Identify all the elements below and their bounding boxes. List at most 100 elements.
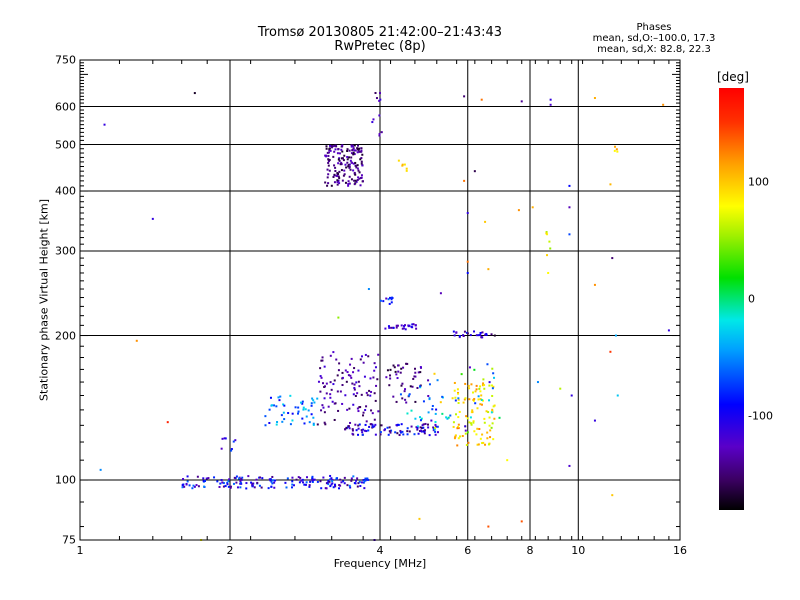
data-point — [333, 150, 336, 153]
data-point — [460, 373, 463, 376]
data-point — [299, 476, 302, 479]
data-point — [396, 377, 399, 380]
data-point — [329, 485, 332, 488]
data-point — [370, 390, 373, 393]
data-point — [373, 418, 376, 421]
data-point — [358, 171, 361, 174]
data-point — [316, 423, 319, 426]
data-point — [235, 475, 238, 478]
data-point — [336, 172, 339, 175]
data-point — [335, 174, 338, 177]
data-point — [419, 426, 422, 429]
data-point — [310, 402, 313, 405]
data-point — [271, 475, 274, 478]
data-point — [300, 401, 303, 404]
data-point — [467, 441, 470, 444]
data-point — [302, 481, 305, 484]
data-point — [433, 372, 436, 375]
data-point — [360, 160, 363, 163]
data-point — [419, 419, 422, 422]
data-point — [347, 374, 350, 377]
data-point — [221, 481, 224, 484]
data-point — [463, 398, 466, 401]
data-point — [321, 404, 324, 407]
data-point — [226, 481, 229, 484]
data-point — [436, 379, 439, 382]
data-point — [472, 420, 475, 423]
data-point — [418, 416, 421, 419]
data-point — [360, 157, 363, 160]
data-point — [360, 147, 363, 150]
data-point — [322, 476, 325, 479]
data-point — [186, 475, 189, 478]
data-point — [432, 426, 435, 429]
data-point — [373, 362, 376, 365]
data-point — [568, 206, 571, 209]
data-point — [411, 323, 414, 326]
data-point — [375, 384, 378, 387]
data-point — [297, 476, 300, 479]
data-point — [358, 423, 361, 426]
data-point — [311, 397, 314, 400]
data-point — [345, 426, 348, 429]
data-point — [319, 375, 322, 378]
data-point — [361, 180, 364, 183]
data-point — [487, 411, 490, 414]
data-point — [341, 371, 344, 374]
data-point — [348, 165, 351, 168]
data-point — [414, 367, 417, 370]
y-tick-label: 600 — [55, 100, 76, 114]
data-point — [319, 480, 322, 483]
data-point — [333, 181, 336, 184]
data-point — [536, 381, 539, 384]
data-point — [397, 423, 400, 426]
data-point — [418, 430, 421, 433]
data-point — [305, 415, 308, 418]
data-point — [354, 161, 357, 164]
data-point — [395, 400, 398, 403]
x-tick-label: 1 — [76, 544, 84, 557]
data-point — [409, 385, 412, 388]
data-point — [312, 399, 315, 402]
data-point — [353, 171, 356, 174]
data-point — [388, 430, 391, 433]
data-point — [593, 283, 596, 286]
data-point — [349, 421, 352, 424]
data-point — [395, 424, 398, 427]
data-point — [493, 417, 496, 420]
data-point — [371, 412, 374, 415]
data-point — [401, 382, 404, 385]
data-point — [490, 426, 493, 429]
data-point — [434, 430, 437, 433]
data-point — [439, 401, 442, 404]
data-point — [410, 425, 413, 428]
data-point — [559, 387, 562, 390]
data-point — [422, 426, 425, 429]
data-point — [308, 485, 311, 488]
data-point — [321, 359, 324, 362]
data-point — [360, 149, 363, 152]
data-point — [548, 240, 551, 243]
data-point — [456, 427, 459, 430]
data-point — [468, 398, 471, 401]
data-point — [331, 480, 334, 483]
data-point — [408, 394, 411, 397]
data-point — [481, 331, 484, 334]
data-point — [305, 476, 308, 479]
data-point — [356, 179, 359, 182]
data-point — [346, 158, 349, 161]
x-tick-label: 4 — [376, 544, 384, 557]
data-point — [410, 325, 413, 328]
data-point — [468, 421, 471, 424]
data-point — [336, 152, 339, 155]
data-point — [340, 163, 343, 166]
data-point — [336, 181, 339, 184]
data-point — [358, 147, 361, 150]
data-point — [182, 478, 185, 481]
colorbar-tick-label: 100 — [748, 175, 769, 189]
data-point — [351, 429, 354, 432]
data-point — [491, 387, 494, 390]
data-point — [493, 376, 496, 379]
data-point — [366, 394, 369, 397]
data-point — [468, 366, 471, 369]
